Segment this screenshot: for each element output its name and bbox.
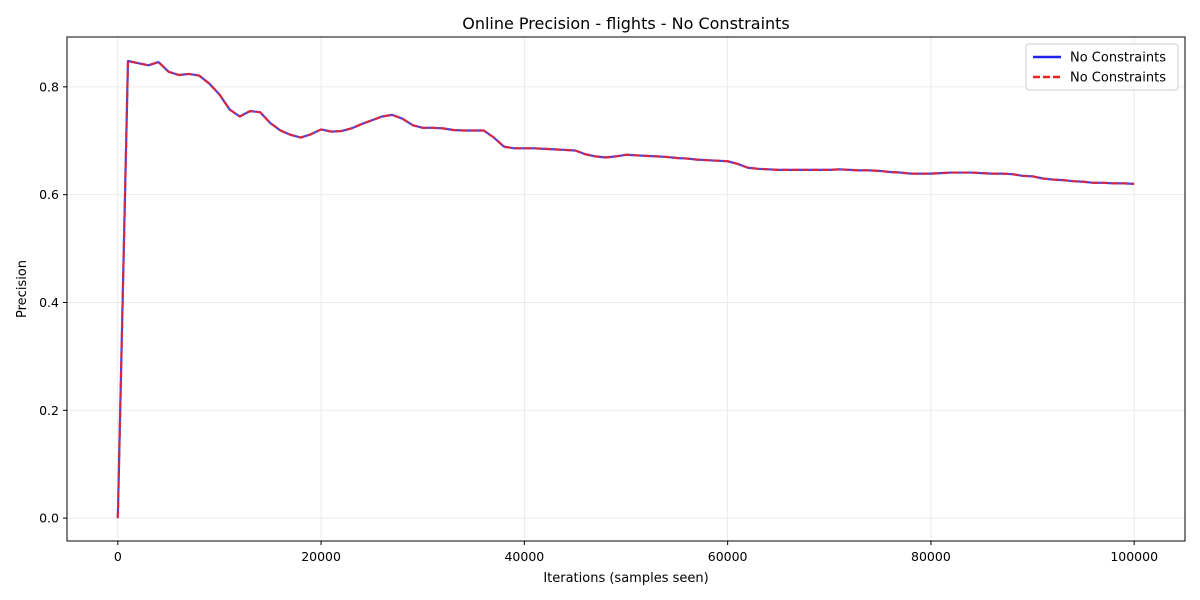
x-tick-label: 0 (114, 549, 122, 564)
chart-title: Online Precision - flights - No Constrai… (462, 14, 790, 33)
y-axis-label: Precision (15, 260, 30, 318)
y-tick-label: 0.2 (39, 403, 59, 418)
grid-layer (67, 37, 1185, 541)
legend-box (1025, 43, 1179, 91)
y-tick-label: 0.4 (39, 295, 59, 310)
legend-label-series-1: No Constraints (1070, 51, 1166, 66)
tick-layer: 0 20000 40000 60000 80000 100000 0.0 0.2 0.4 0.6 0… (39, 79, 1158, 564)
series-line-1 (116, 59, 1135, 519)
series-line-2 (116, 59, 1135, 519)
legend-label-series-2: No Constraints (1070, 71, 1166, 86)
legend: No Constraints No Constraints (1025, 43, 1179, 91)
y-tick-label: 0.0 (39, 511, 59, 526)
x-axis-label: Iterations (samples seen) (543, 571, 708, 586)
series-layer (116, 59, 1135, 519)
y-tick-label: 0.6 (39, 187, 59, 202)
x-tick-label: 100000 (1110, 549, 1158, 564)
x-tick-label: 60000 (708, 549, 748, 564)
x-tick-label: 40000 (504, 549, 544, 564)
plot-frame (66, 36, 1186, 542)
x-tick-label: 80000 (911, 549, 951, 564)
y-tick-label: 0.8 (39, 79, 59, 94)
x-tick-label: 20000 (301, 549, 341, 564)
